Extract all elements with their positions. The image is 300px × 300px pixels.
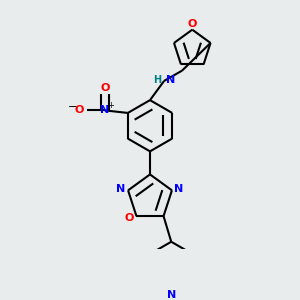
Text: H: H bbox=[153, 75, 161, 85]
Text: O: O bbox=[188, 19, 197, 29]
Text: N: N bbox=[116, 184, 125, 194]
Text: O: O bbox=[75, 105, 84, 116]
Text: O: O bbox=[100, 83, 110, 93]
Text: +: + bbox=[107, 101, 114, 110]
Text: N: N bbox=[100, 105, 110, 116]
Text: O: O bbox=[124, 213, 134, 223]
Text: N: N bbox=[166, 75, 176, 85]
Text: N: N bbox=[167, 290, 176, 300]
Text: −: − bbox=[68, 101, 77, 112]
Text: N: N bbox=[175, 184, 184, 194]
